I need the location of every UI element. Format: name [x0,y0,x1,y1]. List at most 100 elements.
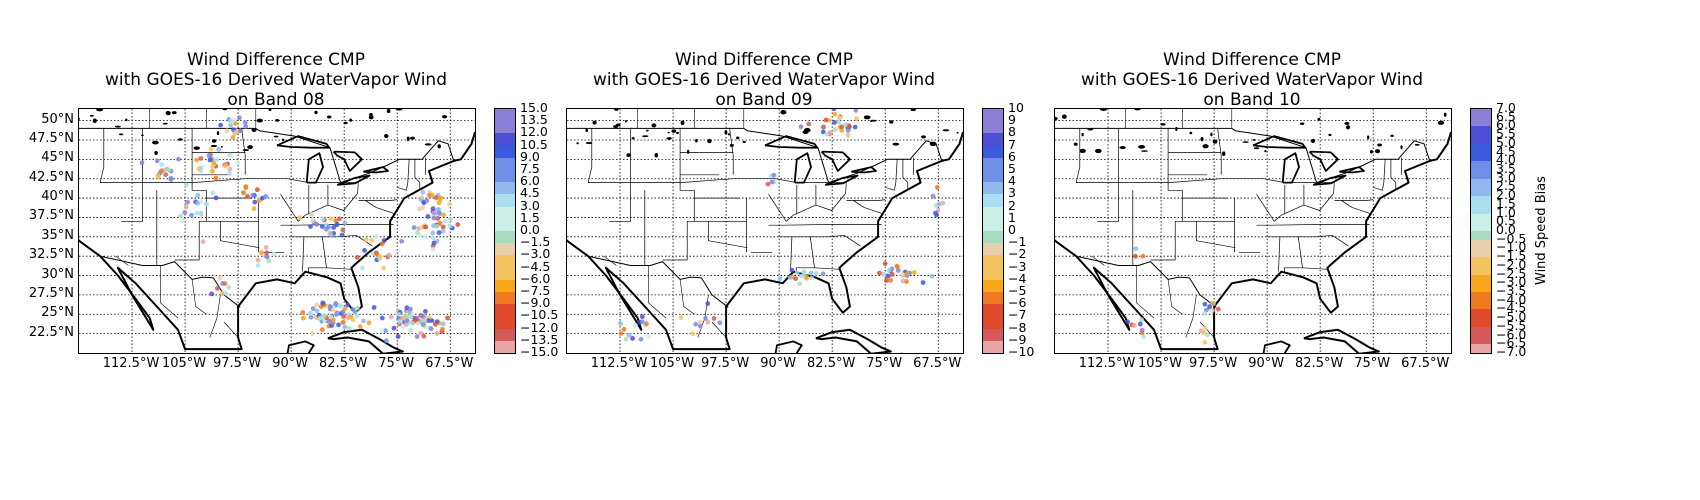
small-lake [118,133,124,136]
wind-point [338,303,344,309]
title-line: with GOES-16 Derived WaterVapor Wind [105,70,447,90]
coastline [286,340,315,353]
colorbar-segment [495,340,515,354]
lon-tick-label: 90°W [1248,356,1285,371]
wind-point [889,272,895,277]
wind-point [354,255,360,260]
colorbar-tick-label: 0.5 [1496,213,1516,229]
wind-point [199,199,204,204]
lake-shore [336,174,371,186]
wind-point [227,171,232,176]
small-lake [695,138,698,143]
wind-point [320,300,326,306]
colorbar-tick-label: 3.0 [520,197,540,213]
wind-point [379,328,385,333]
colorbar-tick-label: −6 [1008,295,1027,311]
lon-tick-label: 97.5°W [1188,356,1238,371]
wind-point [900,272,905,277]
wind-point [442,218,448,224]
wind-point [326,319,332,324]
small-lake [686,149,690,154]
coastline [567,131,963,351]
wind-point [155,174,161,180]
wind-point [361,318,366,324]
colorbar-tick-label: 4 [1008,173,1016,189]
wind-point [228,118,234,124]
small-lake [803,127,811,133]
small-lake [386,109,391,114]
lon-tick-label: 112.5°W [1078,356,1136,371]
island [815,328,892,353]
lake-shore [363,166,389,174]
wind-point [410,320,416,326]
title-line: Wind Difference CMP [187,50,365,70]
wind-point [238,128,244,134]
colorbar-segment [495,206,515,220]
title-line: with GOES-16 Derived WaterVapor Wind [1081,70,1423,90]
small-lake [406,136,410,142]
wind-point [334,222,340,227]
wind-point [233,121,238,126]
small-lake [1134,109,1141,111]
province-border [697,294,709,338]
lat-tick-label: 50°N [41,111,74,127]
small-lake [1160,123,1166,126]
colorbar-segment [983,170,1003,183]
wind-point [379,315,385,321]
wind-point [139,160,145,166]
colorbar-tick-label: 10.5 [520,136,548,152]
small-lake [736,136,740,140]
wind-point [845,132,851,138]
state-border [307,236,327,274]
wind-point [638,336,644,342]
wind-point [336,322,341,328]
wind-point [255,187,260,193]
wind-point [250,193,256,198]
coastline [1262,340,1291,353]
wind-point [836,115,842,121]
lake-shore [1339,166,1365,174]
lon-tick-label: 67.5°W [425,356,474,371]
colorbar-segment [983,206,1003,220]
wind-point [853,109,859,113]
state-border [1196,221,1236,249]
wind-point [820,129,826,135]
small-lake [140,134,144,137]
wind-point [373,234,379,239]
wind-point [189,212,194,218]
small-lake [863,115,871,120]
wind-point [845,128,851,133]
wind-point [220,281,226,286]
colorbar-tick-label: 9 [1008,112,1016,128]
wind-point [318,304,324,309]
state-border [1150,128,1183,261]
small-lake [1138,144,1146,149]
colorbar-segment [983,267,1003,281]
colorbar-tick-label: 6.0 [1496,117,1516,133]
lat-tick-label: 35°N [41,227,74,243]
wind-point [769,179,775,185]
wind-point [259,250,264,256]
wind-point [832,127,838,133]
colorbar-segment [983,255,1003,269]
small-lake [210,144,218,148]
wind-point [366,320,372,326]
small-lake [1328,133,1332,137]
wind-point [435,216,441,221]
small-lake [92,118,97,124]
small-lake [349,118,353,122]
wind-point [176,156,181,162]
lake-shore [764,135,819,149]
wind-point [341,314,346,319]
wind-point [194,157,199,163]
state-border [1283,236,1303,274]
lon-tick-label: 67.5°W [1401,356,1450,371]
wind-point [1207,304,1212,310]
island [1303,328,1380,353]
wind-point [771,172,777,178]
colorbar-segment [1471,135,1491,145]
wind-point [350,306,356,312]
wind-point [447,201,452,207]
wind-point [198,210,204,216]
title-line: on Band 09 [715,90,813,110]
